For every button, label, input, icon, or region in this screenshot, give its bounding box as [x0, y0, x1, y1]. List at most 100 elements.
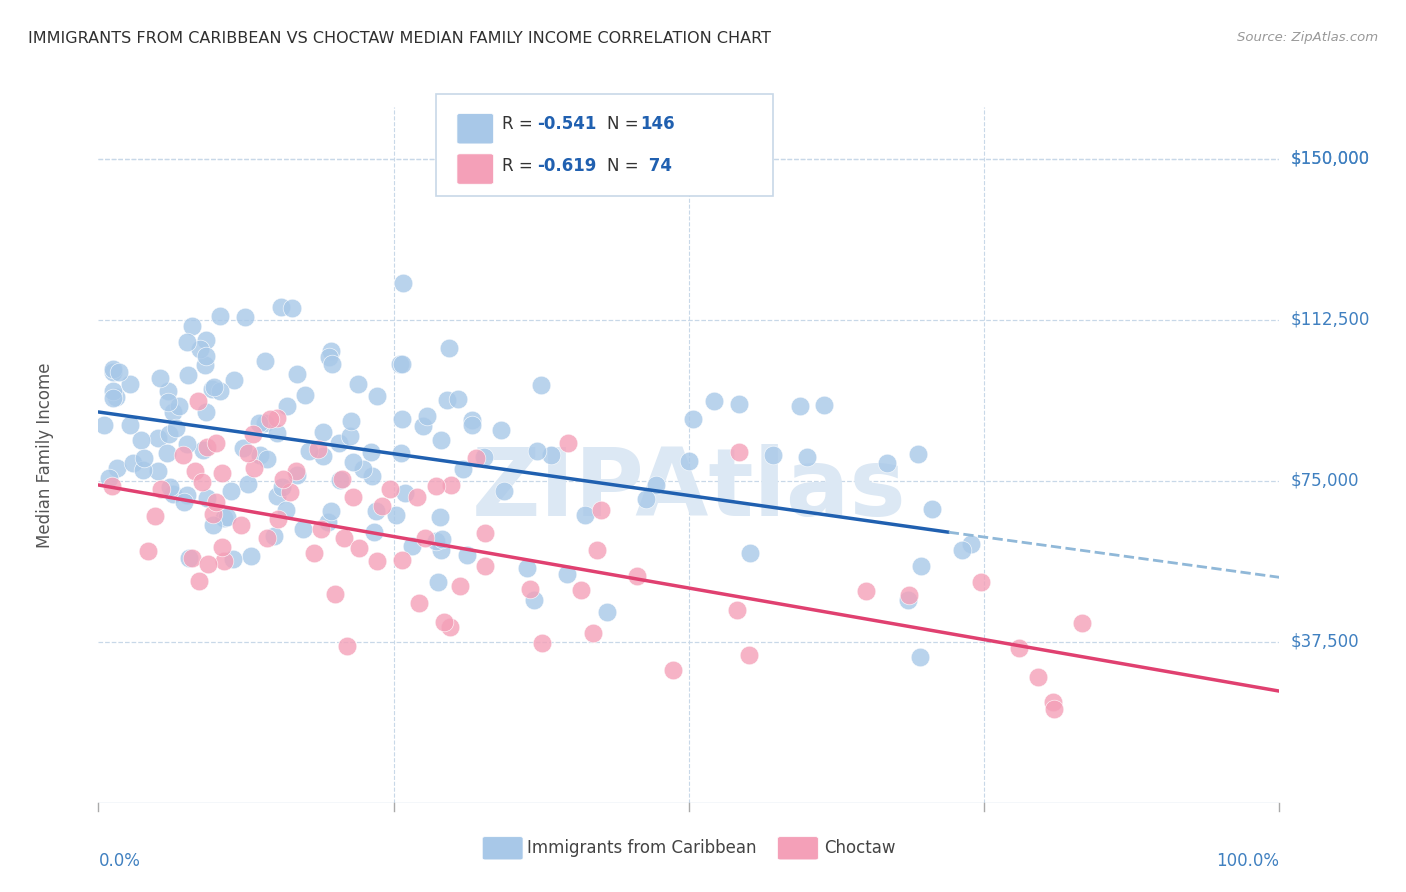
Point — [176, 437, 198, 451]
Point — [222, 373, 245, 387]
Point — [311, 425, 333, 439]
Point — [425, 478, 447, 492]
Point — [586, 543, 609, 558]
Point — [526, 443, 548, 458]
Point — [131, 463, 153, 477]
Point — [105, 390, 128, 404]
Point — [392, 276, 415, 290]
Point — [165, 421, 187, 435]
Point — [413, 532, 436, 546]
Point — [266, 512, 288, 526]
Point — [394, 485, 416, 500]
Point — [266, 411, 288, 425]
Point — [173, 494, 195, 508]
Text: 74: 74 — [643, 157, 672, 175]
Point — [540, 448, 562, 462]
Point — [425, 534, 447, 549]
Point — [813, 398, 835, 412]
Point — [108, 364, 131, 378]
Point — [156, 394, 179, 409]
Point — [429, 510, 451, 524]
Point — [361, 469, 384, 483]
Point — [921, 501, 943, 516]
Text: Source: ZipAtlas.com: Source: ZipAtlas.com — [1237, 31, 1378, 45]
Point — [385, 508, 408, 523]
Point — [159, 480, 181, 494]
Text: R =: R = — [502, 157, 538, 175]
Point — [271, 472, 294, 486]
Point — [474, 525, 496, 540]
Point — [194, 405, 217, 419]
Point — [319, 504, 342, 518]
Text: R =: R = — [502, 115, 538, 133]
Point — [347, 376, 370, 391]
Point — [236, 477, 259, 491]
Point — [302, 547, 325, 561]
Point — [276, 399, 298, 413]
Point — [101, 392, 124, 406]
Point — [247, 416, 270, 430]
Text: $150,000: $150,000 — [1291, 150, 1369, 168]
Point — [239, 549, 262, 563]
Point — [727, 602, 749, 616]
Point — [146, 464, 169, 478]
Point — [391, 411, 413, 425]
Point — [202, 518, 225, 533]
Point — [472, 450, 495, 464]
Text: $112,500: $112,500 — [1291, 310, 1369, 328]
Text: IMMIGRANTS FROM CARIBBEAN VS CHOCTAW MEDIAN FAMILY INCOME CORRELATION CHART: IMMIGRANTS FROM CARIBBEAN VS CHOCTAW MED… — [28, 31, 770, 46]
Point — [215, 509, 238, 524]
Point — [285, 367, 308, 381]
Point — [233, 310, 256, 325]
Point — [589, 503, 612, 517]
Point — [118, 417, 141, 432]
Point — [634, 492, 657, 507]
Point — [363, 524, 385, 539]
Point — [309, 522, 332, 536]
Point — [202, 507, 225, 521]
Point — [101, 479, 124, 493]
Point — [271, 480, 294, 494]
Point — [433, 615, 456, 630]
Point — [898, 588, 921, 602]
Point — [952, 543, 974, 558]
Point — [645, 478, 668, 492]
Point — [200, 382, 222, 396]
Point — [176, 335, 198, 350]
Point — [391, 552, 413, 566]
Point — [157, 384, 180, 399]
Point — [291, 522, 314, 536]
Point — [93, 417, 115, 432]
Point — [212, 510, 235, 524]
Point — [405, 490, 427, 504]
Point — [202, 380, 225, 394]
Point — [167, 399, 190, 413]
Point — [430, 532, 453, 546]
Point — [263, 529, 285, 543]
Point — [401, 539, 423, 553]
Point — [531, 636, 554, 650]
Point — [465, 450, 488, 465]
Text: -0.541: -0.541 — [537, 115, 596, 133]
Point — [329, 473, 352, 487]
Point — [281, 301, 304, 316]
Point — [380, 483, 402, 497]
Point — [582, 625, 605, 640]
Point — [762, 448, 785, 462]
Point — [908, 650, 931, 665]
Point — [408, 596, 430, 610]
Text: -0.619: -0.619 — [537, 157, 596, 175]
Point — [209, 384, 232, 398]
Point — [876, 456, 898, 470]
Point — [105, 461, 128, 475]
Point — [328, 436, 350, 450]
Point — [193, 442, 215, 457]
Point — [177, 551, 200, 566]
Point — [439, 620, 461, 634]
Point — [243, 460, 266, 475]
Point — [530, 378, 553, 392]
Point — [352, 461, 374, 475]
Point — [1071, 616, 1094, 631]
Point — [194, 333, 217, 347]
Point — [1042, 695, 1064, 709]
